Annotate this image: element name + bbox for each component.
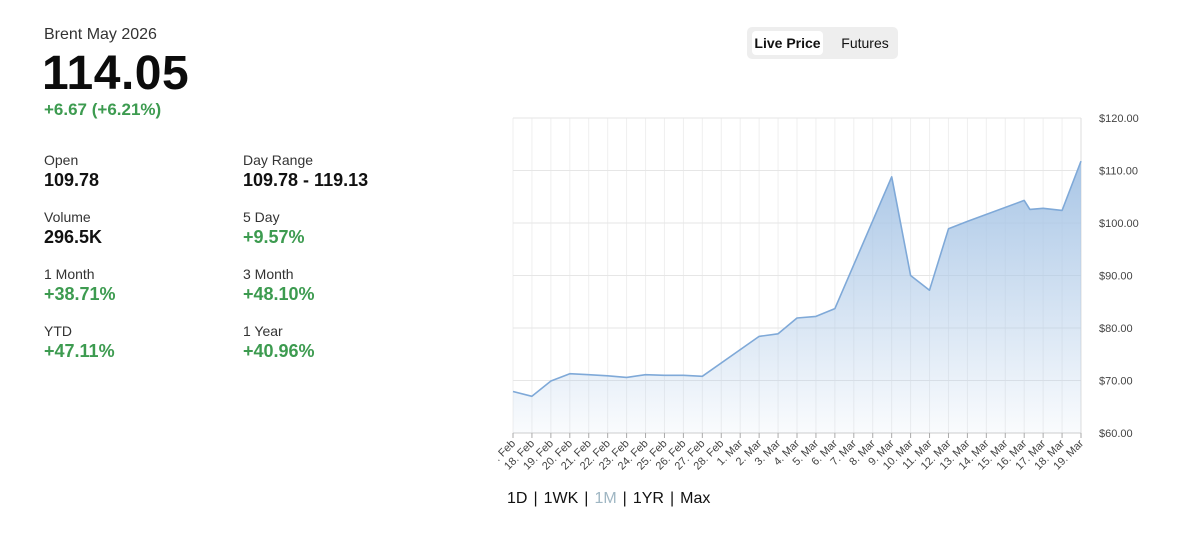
price-area [513,161,1081,433]
y-tick-label: $110.00 [1099,166,1138,178]
stat-3-month: 3 Month +48.10% [243,266,433,305]
stat-ytd: YTD +47.11% [44,323,234,362]
stat-value: +40.96% [243,341,315,361]
stat-value: +48.10% [243,284,315,304]
stat-volume: Volume 296.5K [44,209,234,248]
stat-label: Day Range [243,152,314,168]
price-type-toggle: Live Price Futures [747,27,898,59]
stat-label: 3 Month [243,266,294,282]
stat-1-year: 1 Year +40.96% [243,323,433,362]
y-tick-label: $120.00 [1099,113,1139,125]
stat-value: 109.78 - 119.13 [243,170,369,190]
live-price-button[interactable]: Live Price [752,31,823,55]
stat-value: +9.57% [243,227,305,247]
stat-label: 1 Year [243,323,283,339]
range-option-1d[interactable]: 1D [507,490,528,507]
stat-1-month: 1 Month +38.71% [44,266,234,305]
stat-label: 1 Month [44,266,95,282]
stat-value: +38.71% [44,284,116,304]
y-tick-label: $90.00 [1099,271,1133,283]
current-price: 114.05 [42,47,190,100]
range-separator: | [669,490,675,507]
y-tick-label: $60.00 [1099,428,1133,440]
stat-open: Open 109.78 [44,152,234,191]
range-separator: | [584,490,589,507]
stat-label: YTD [44,323,72,339]
stat-label: Volume [44,209,91,225]
y-tick-label: $70.00 [1099,376,1133,388]
price-change: +6.67 (+6.21%) [44,100,162,119]
range-option-1yr[interactable]: 1YR [632,490,664,507]
range-option-max[interactable]: Max [680,490,711,507]
range-separator: | [622,490,627,507]
stat-day-range: Day Range 109.78 - 119.13 [243,152,433,191]
stat-5-day: 5 Day +9.57% [243,209,433,248]
stat-label: Open [44,152,79,168]
range-selector: 1D | 1WK | 1M | 1YR | Max [507,490,710,508]
y-tick-label: $80.00 [1099,323,1133,335]
stat-value: +47.11% [44,341,115,361]
futures-button[interactable]: Futures [841,35,889,51]
range-option-1wk[interactable]: 1WK [543,490,579,507]
range-option-1m[interactable]: 1M [594,490,617,507]
instrument-name: Brent May 2026 [44,26,157,43]
stat-value: 296.5K [44,227,103,247]
stat-label: 5 Day [243,209,280,225]
range-separator: | [533,490,538,507]
price-line [512,160,1082,398]
stat-value: 109.78 [44,170,100,190]
y-tick-label: $100.00 [1099,218,1139,230]
